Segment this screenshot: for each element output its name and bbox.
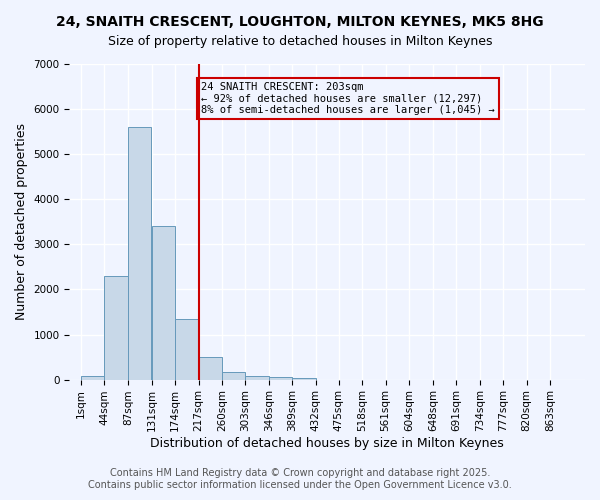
Bar: [269, 378, 292, 380]
Bar: [222, 372, 245, 380]
Text: Size of property relative to detached houses in Milton Keynes: Size of property relative to detached ho…: [108, 35, 492, 48]
Bar: [81, 376, 104, 380]
Bar: [199, 357, 222, 380]
Text: 24 SNAITH CRESCENT: 203sqm
← 92% of detached houses are smaller (12,297)
8% of s: 24 SNAITH CRESCENT: 203sqm ← 92% of deta…: [201, 82, 495, 115]
Text: Contains HM Land Registry data © Crown copyright and database right 2025.
Contai: Contains HM Land Registry data © Crown c…: [88, 468, 512, 490]
Bar: [104, 276, 128, 380]
Text: 24, SNAITH CRESCENT, LOUGHTON, MILTON KEYNES, MK5 8HG: 24, SNAITH CRESCENT, LOUGHTON, MILTON KE…: [56, 15, 544, 29]
Bar: [245, 376, 269, 380]
Bar: [292, 378, 316, 380]
Bar: [175, 318, 199, 380]
Y-axis label: Number of detached properties: Number of detached properties: [15, 124, 28, 320]
Bar: [128, 127, 151, 380]
Bar: [152, 226, 175, 380]
X-axis label: Distribution of detached houses by size in Milton Keynes: Distribution of detached houses by size …: [151, 437, 504, 450]
